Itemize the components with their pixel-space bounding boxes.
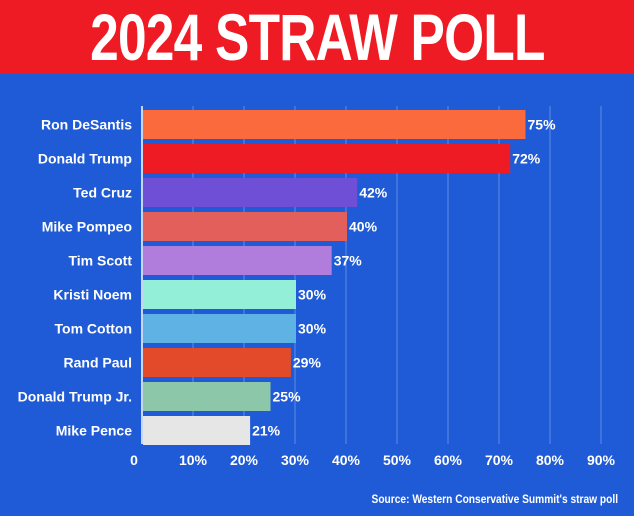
category-label: Ron DeSantis (41, 117, 132, 133)
value-label: 29% (293, 355, 322, 371)
category-label: Ted Cruz (73, 185, 132, 201)
value-label: 37% (334, 253, 363, 269)
bar (143, 212, 347, 241)
value-label: 30% (298, 321, 327, 337)
tick-label: 30% (281, 452, 310, 468)
category-label: Kristi Noem (53, 287, 132, 303)
category-label: Rand Paul (64, 355, 132, 371)
category-label: Tom Cotton (55, 321, 133, 337)
bar (143, 178, 358, 207)
value-labels: 75% 72% 42% 40% 37% 30% 30% 29% 25% 21% (252, 117, 556, 439)
category-label: Tim Scott (68, 253, 132, 269)
tick-label: 10% (179, 452, 208, 468)
tick-label: 0 (130, 452, 138, 468)
category-label: Mike Pompeo (42, 219, 132, 235)
bar-chart: Ron DeSantis Donald Trump Ted Cruz Mike Pom… (18, 106, 616, 468)
bar (143, 382, 271, 411)
bar (143, 110, 526, 139)
tick-label: 40% (332, 452, 361, 468)
tick-label: 70% (485, 452, 514, 468)
tick-label: 80% (536, 452, 565, 468)
category-label: Donald Trump Jr. (18, 389, 132, 405)
value-label: 30% (298, 287, 327, 303)
tick-label: 60% (434, 452, 463, 468)
category-label: Donald Trump (38, 151, 132, 167)
chart-title: 2024 STRAW POLL (89, 0, 545, 74)
tick-labels: 0 10% 20% 30% 40% 50% 60% 70% 80% 90% (130, 452, 615, 468)
tick-label: 20% (230, 452, 259, 468)
tick-label: 50% (383, 452, 412, 468)
category-label: Mike Pence (56, 423, 132, 439)
value-label: 42% (359, 185, 388, 201)
bars (143, 110, 526, 445)
value-label: 75% (528, 117, 557, 133)
value-label: 40% (349, 219, 378, 235)
category-labels: Ron DeSantis Donald Trump Ted Cruz Mike Pom… (18, 117, 133, 439)
bar (143, 246, 332, 275)
value-label: 72% (512, 151, 541, 167)
value-label: 21% (252, 423, 281, 439)
title-banner: 2024 STRAW POLL (0, 0, 634, 74)
bar (143, 314, 296, 343)
tick-label: 90% (587, 452, 616, 468)
bar (143, 280, 296, 309)
bar (143, 348, 291, 377)
source-note: Source: Western Conservative Summit's st… (371, 492, 618, 506)
value-label: 25% (273, 389, 302, 405)
bar (143, 416, 251, 445)
bar (143, 144, 511, 173)
